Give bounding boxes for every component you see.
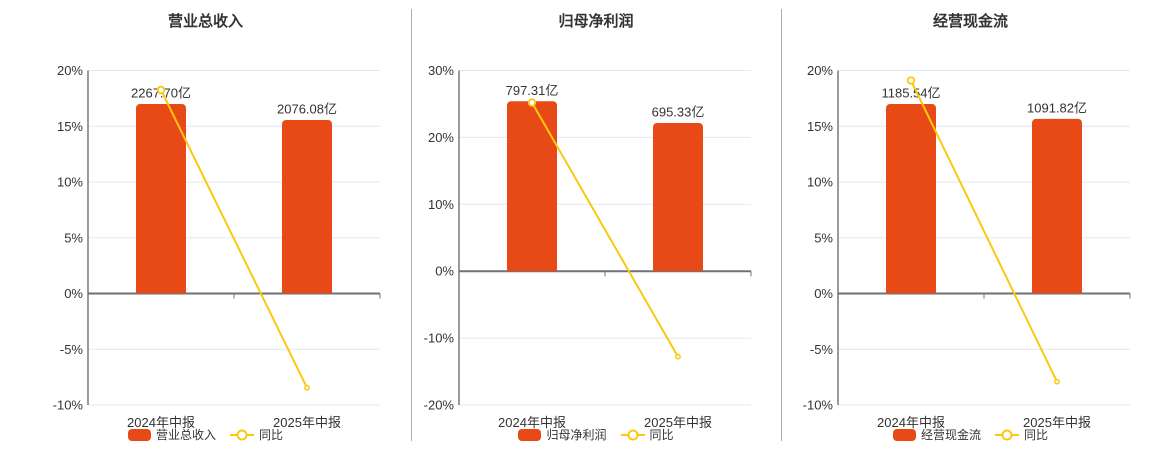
ring-icon xyxy=(627,429,638,441)
legend-item-yoy-series[interactable]: 同比 xyxy=(995,428,1048,442)
bar-swatch-icon xyxy=(127,429,151,441)
y-axis-tick-label: 15% xyxy=(807,119,833,134)
legend-item-yoy-series[interactable]: 同比 xyxy=(620,428,674,442)
ring-icon xyxy=(236,429,248,441)
x-axis-category-label: 2025年中报 xyxy=(273,415,341,430)
y-axis-tick-label: 0% xyxy=(435,264,454,279)
y-axis-tick-label: 10% xyxy=(428,197,454,212)
legend-item-yoy-series[interactable]: 同比 xyxy=(230,428,283,442)
x-axis-category-label: 2024年中报 xyxy=(127,415,195,430)
bar-value-label: 2076.08亿 xyxy=(277,102,337,117)
line-marker-icon xyxy=(995,429,1019,441)
legend-item-bar-series[interactable]: 营业总收入 xyxy=(127,428,216,442)
x-axis-category-label: 2024年中报 xyxy=(498,415,566,430)
x-axis-category-label: 2025年中报 xyxy=(1023,415,1091,430)
legend-item-bar-series[interactable]: 归母净利润 xyxy=(518,428,607,442)
bar-2024年中报 xyxy=(886,103,936,294)
chart-legend: 归母净利润 同比 xyxy=(411,428,781,442)
chart-legend: 经营现金流 同比 xyxy=(781,428,1160,442)
y-axis-tick-label: 5% xyxy=(64,230,83,245)
chart-svg-1: 20%15%10%5%0%-5%-10%2267.70亿2076.08亿营业总收… xyxy=(53,12,381,430)
y-axis-tick-label: -20% xyxy=(424,398,455,413)
legend-yoy-label: 同比 xyxy=(1024,428,1049,442)
chart-panel-1: 20%15%10%5%0%-5%-10%2267.70亿2076.08亿营业总收… xyxy=(0,0,411,450)
y-axis-tick-label: 20% xyxy=(57,63,83,78)
line-marker-icon xyxy=(620,429,645,441)
y-axis-tick-label: 20% xyxy=(428,130,454,145)
chart-svg-2: 30% 20% 10% 0% -10% -20% 797.31亿 695.33亿 归母净利润 20… xyxy=(424,12,752,430)
yoy-line xyxy=(531,102,679,358)
bar-value-label: 695.33亿 xyxy=(652,105,705,120)
yoy-line xyxy=(160,89,308,389)
yoy-point-marker xyxy=(304,384,310,391)
chart-legend: 营业总收入 同比 xyxy=(0,428,411,442)
y-axis-tick-label: 5% xyxy=(814,230,833,245)
y-axis-tick-label: 15% xyxy=(57,119,83,134)
legend-yoy-label: 同比 xyxy=(259,428,284,442)
y-axis-tick-label: -5% xyxy=(810,342,834,357)
yoy-line xyxy=(910,80,1058,383)
yoy-point-marker xyxy=(527,98,537,107)
bar-value-label: 1091.82亿 xyxy=(1027,100,1087,115)
bar-2024年中报 xyxy=(136,103,186,294)
y-axis-tick-label: 20% xyxy=(807,63,833,78)
chart-title: 营业总收入 xyxy=(168,12,243,30)
chart-svg-3: 20% 15% 10% 5% 0% -5% -10% 1185.54亿 1091.82亿 经营现金… xyxy=(803,12,1131,430)
yoy-point-marker xyxy=(156,85,166,95)
bar-swatch-icon xyxy=(892,429,916,441)
y-axis-tick-label: -5% xyxy=(60,342,84,357)
panel-divider xyxy=(781,9,782,441)
legend-yoy-label: 同比 xyxy=(649,428,674,442)
y-axis-tick-label: 10% xyxy=(807,175,833,190)
bar-value-label: 797.31亿 xyxy=(506,83,559,98)
y-axis-tick-label: -10% xyxy=(424,331,455,346)
chart-panel-3: 20% 15% 10% 5% 0% -5% -10% 1185.54亿 1091.82亿 经营现金… xyxy=(781,0,1160,450)
yoy-point-marker xyxy=(675,353,681,360)
line-marker-icon xyxy=(230,429,254,441)
yoy-point-marker xyxy=(906,76,916,85)
chart-panel-2: 30% 20% 10% 0% -10% -20% 797.31亿 695.33亿 归母净利润 20… xyxy=(411,0,781,450)
bar-value-label: 1185.54亿 xyxy=(881,85,940,100)
legend-item-bar-series[interactable]: 经营现金流 xyxy=(892,428,981,442)
y-axis-tick-label: 0% xyxy=(814,286,833,301)
ring-icon xyxy=(1001,429,1013,441)
x-axis-category-label: 2024年中报 xyxy=(877,415,945,430)
y-axis-tick-label: 10% xyxy=(57,175,83,190)
bar-2024年中报 xyxy=(507,101,557,272)
x-axis-category-label: 2025年中报 xyxy=(644,415,712,430)
legend-bar-label: 归母净利润 xyxy=(546,428,607,442)
bar-2025年中报 xyxy=(653,123,703,272)
bar-2025年中报 xyxy=(282,120,332,294)
bar-swatch-icon xyxy=(518,429,542,441)
y-axis-tick-label: -10% xyxy=(53,398,84,413)
panel-divider xyxy=(411,9,412,441)
chart-title: 经营现金流 xyxy=(933,12,1008,30)
y-axis-tick-label: 30% xyxy=(428,63,454,78)
chart-title: 归母净利润 xyxy=(558,12,633,30)
y-axis-tick-label: -10% xyxy=(803,398,834,413)
legend-bar-label: 营业总收入 xyxy=(155,428,216,442)
y-axis-tick-label: 0% xyxy=(64,286,83,301)
legend-bar-label: 经营现金流 xyxy=(920,428,981,442)
bar-2025年中报 xyxy=(1032,118,1082,294)
yoy-point-marker xyxy=(1054,378,1060,385)
